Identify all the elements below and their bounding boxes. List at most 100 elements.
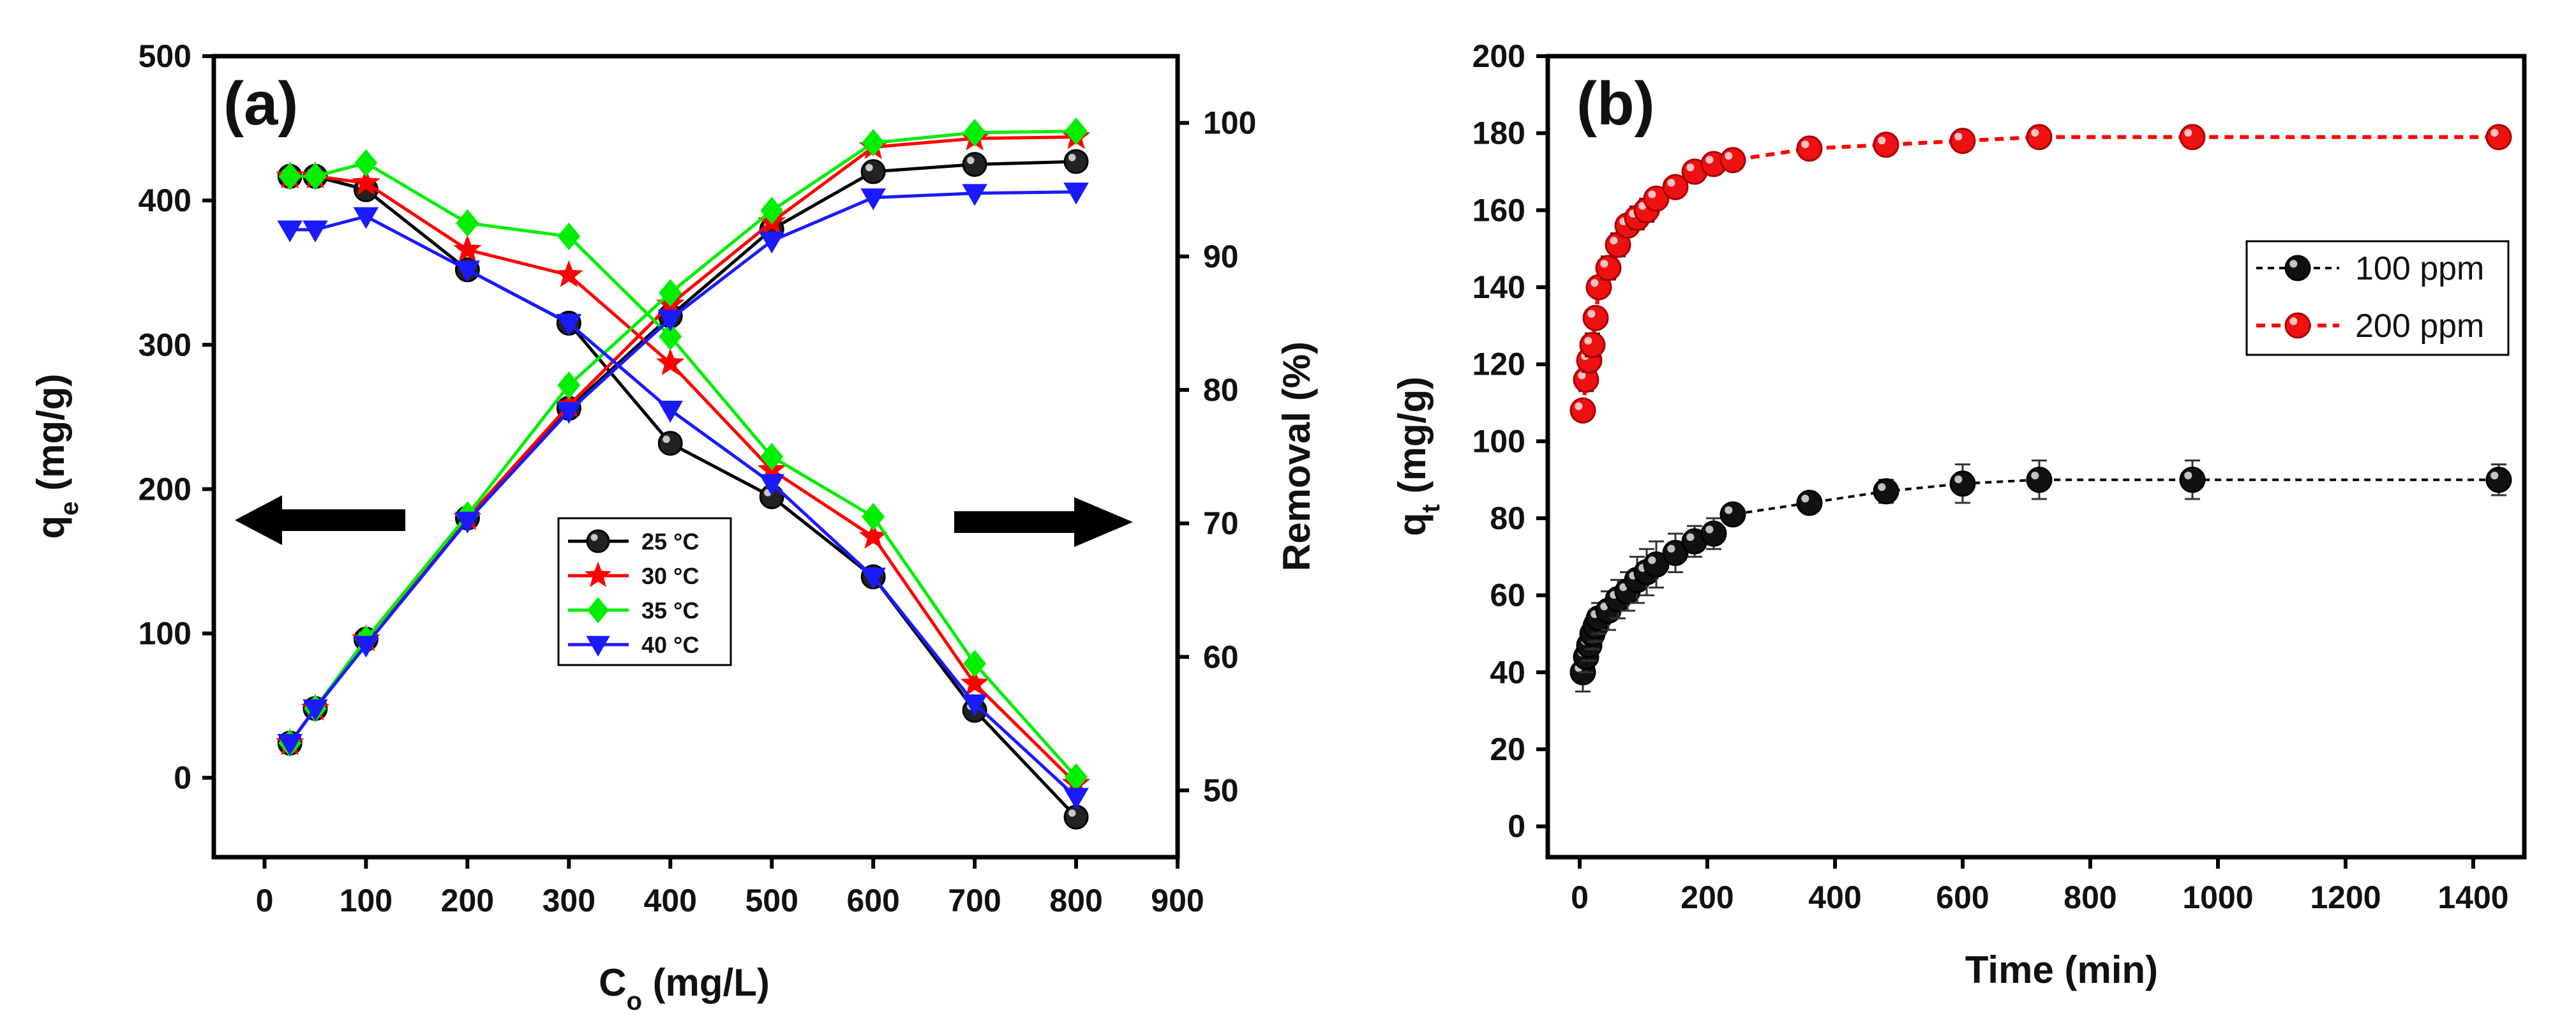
panel-b-label: (b) [1576, 70, 1655, 138]
qe-point [860, 159, 886, 184]
removal-point [656, 348, 685, 375]
kinetic-point [1949, 128, 1976, 154]
removal-point-highlight [1068, 809, 1076, 817]
legend-a-marker [586, 636, 610, 657]
a-x-tick-label: 0 [256, 883, 274, 918]
removal-line [290, 214, 1077, 798]
kinetic-point [1873, 478, 1899, 505]
kinetic-point-highlight [2031, 128, 2039, 137]
a-y-tick-label: 500 [139, 38, 191, 74]
legend-a-marker [585, 561, 611, 587]
legend-a-entries: 25 °C 30 °C 35 °C 40 °C [568, 528, 699, 658]
removal-point [277, 220, 303, 243]
b-y-tick-label: 20 [1490, 731, 1525, 767]
kinetic-point-highlight [2184, 471, 2192, 480]
kinetic-point-highlight [2490, 471, 2499, 480]
series-b-1 [1569, 124, 2512, 424]
qe-point [963, 119, 987, 147]
qe-point [962, 184, 987, 206]
removal-line [290, 174, 1077, 819]
panel-b: 0 200 400 600 800 1000 1200 1400 0 20 40 60 80 100 12… [1391, 38, 2527, 991]
kinetic-point [1719, 147, 1746, 174]
qe-point [759, 232, 785, 254]
legend-a-marker [586, 529, 610, 553]
qe-point [557, 371, 581, 400]
qe-point [277, 733, 303, 756]
removal-point [556, 313, 582, 336]
a-y2-tick-label: 60 [1203, 639, 1239, 675]
a-x-tick-label: 800 [1049, 883, 1102, 918]
kinetic-point-highlight [1954, 475, 1963, 484]
a-y2-tick-label: 100 [1203, 105, 1256, 141]
kinetic-point-highlight [1954, 133, 1963, 141]
removal-point [963, 650, 987, 678]
panel-b-x-title: Time (min) [1965, 948, 2158, 991]
b-y-tick-label: 0 [1508, 809, 1525, 844]
kinetic-point [1949, 470, 1976, 497]
b-x-tick-label: 400 [1808, 879, 1861, 915]
panel-b-series [1569, 124, 2512, 693]
removal-point [354, 149, 378, 177]
kinetic-point-highlight [1575, 402, 1583, 410]
a-y2-tick-label: 70 [1203, 505, 1239, 541]
b-y-tick-label: 80 [1490, 500, 1525, 536]
legend-b-marker [2284, 255, 2311, 281]
kinetic-point [2026, 467, 2053, 493]
a-x-tick-label: 100 [340, 883, 393, 918]
b-y-tick-label: 200 [1472, 38, 1525, 74]
b-x-tick-label: 200 [1681, 879, 1734, 915]
kinetic-point-highlight [1801, 495, 1809, 503]
removal-point [454, 260, 481, 283]
legend-b-entries: 100 ppm 200 ppm [2256, 250, 2484, 345]
kinetic-point-highlight [2184, 128, 2192, 137]
b-y-tick-label: 160 [1472, 192, 1525, 228]
removal-point [759, 474, 785, 497]
legend-b-marker [2284, 312, 2311, 339]
legend-b-label: 100 ppm [2355, 250, 2484, 287]
b-x-tick-label: 0 [1571, 879, 1589, 915]
kinetic-point [2485, 467, 2512, 493]
qe-point [353, 636, 379, 658]
qe-point [1065, 117, 1088, 146]
panel-a-y-ticks: 0 100 200 300 400 500 [139, 38, 214, 796]
removal-point [760, 442, 784, 471]
legend-a-marker [587, 597, 609, 624]
qe-point [962, 152, 987, 177]
kinetic-point [1873, 131, 1899, 158]
b-y-tick-label: 120 [1472, 347, 1525, 382]
legend-a-label: 30 °C [641, 563, 699, 589]
b-x-tick-label: 1400 [2437, 879, 2508, 915]
panel-b-legend: 100 ppm 200 ppm [2245, 240, 2510, 356]
b-y-tick-label: 40 [1490, 654, 1525, 690]
kinetic-line [1582, 478, 2499, 673]
qe-line [288, 130, 1077, 744]
right-arrow [954, 497, 1133, 547]
b-y-tick-label: 100 [1472, 423, 1525, 459]
removal-point [657, 400, 684, 423]
panel-b-frame [1545, 54, 2527, 860]
removal-point [858, 521, 888, 549]
kinetic-point [1719, 501, 1746, 528]
removal-point [860, 567, 886, 590]
a-x-tick-label: 300 [543, 883, 595, 918]
kinetic-line [1581, 135, 2499, 411]
kinetic-point [1700, 520, 1727, 547]
b-x-tick-label: 1200 [2310, 879, 2381, 915]
legend-b-label: 200 ppm [2355, 308, 2484, 345]
b-x-tick-label: 600 [1936, 879, 1989, 915]
removal-point-highlight [663, 435, 670, 444]
kinetic-point [1796, 135, 1823, 162]
removal-point [960, 668, 989, 696]
series-a-2 [278, 117, 1088, 791]
qe-point-highlight [1068, 154, 1076, 161]
qe-point [1063, 183, 1089, 205]
kinetic-point-highlight [1686, 533, 1695, 541]
a-y-tick-label: 400 [139, 183, 191, 218]
b-y-tick-label: 60 [1490, 578, 1525, 613]
kinetic-point-highlight [1591, 279, 1599, 287]
qe-point [659, 279, 682, 307]
qe-point-highlight [865, 163, 873, 172]
series-a-3 [277, 183, 1089, 810]
legend-b-marker-highlight [2289, 260, 2298, 268]
a-x-tick-label: 600 [846, 883, 899, 918]
